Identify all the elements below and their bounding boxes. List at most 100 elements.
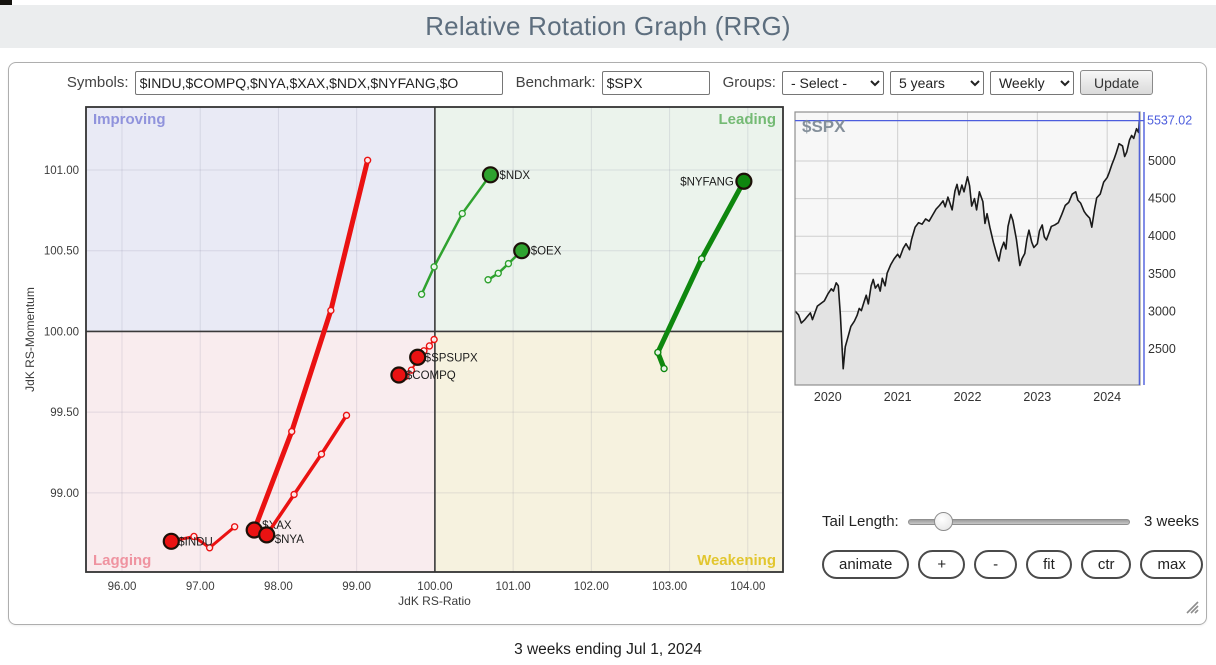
slider-handle[interactable] <box>934 512 953 531</box>
rrg-tail-node-$INDU <box>190 532 198 541</box>
rrg-tail-node-$NDX <box>417 290 426 298</box>
rrg-tail-node-$NYA <box>317 450 326 458</box>
quadrant-bg-improving <box>86 107 435 332</box>
benchmark-input[interactable] <box>601 70 710 95</box>
x-axis-tick-label: 103.00 <box>652 581 687 593</box>
resize-handle-icon[interactable] <box>1183 598 1199 614</box>
rrg-tail-node-$INDU <box>230 523 239 531</box>
spx-x-tick-label: 2024 <box>1093 390 1121 404</box>
rrg-tail-node-$COMPQ <box>407 366 416 374</box>
spx-y-tick-label: 4000 <box>1148 229 1176 243</box>
x-axis-tick-label: 102.00 <box>574 581 609 593</box>
spx-y-tick-label: 5000 <box>1148 154 1176 168</box>
y-axis-tick-label: 101.00 <box>44 165 79 177</box>
y-axis-tick-label: 99.50 <box>50 407 79 419</box>
quadrant-label-lagging: Lagging <box>93 552 151 569</box>
rrg-tail-node-$SPSUPX <box>430 335 438 344</box>
rrg-head-$COMPQ[interactable] <box>390 366 408 384</box>
rrg-tail-node-$XAX <box>363 156 372 164</box>
rrg-symbol-label-$INDU: $INDU <box>178 536 213 548</box>
y-axis-tick-label: 99.00 <box>50 488 79 500</box>
y-axis-tick-label: 100.00 <box>44 326 79 338</box>
spx-y-tick-label: 2500 <box>1148 342 1176 356</box>
max-button[interactable]: max <box>1140 550 1203 579</box>
rrg-tail-node-$XAX <box>327 306 335 315</box>
x-axis-tick-label: 97.00 <box>186 581 215 593</box>
rrg-head-$SPSUPX[interactable] <box>409 348 427 366</box>
x-axis-tick-label: 104.00 <box>730 581 765 593</box>
spx-x-tick-label: 2023 <box>1023 390 1051 404</box>
symbols-input[interactable] <box>134 70 503 95</box>
rrg-tail-node-$NYA <box>342 411 351 420</box>
rrg-tail-node-$NDX <box>430 263 438 271</box>
rrg-head-$INDU[interactable] <box>162 532 180 550</box>
y-axis-tick-label: 100.50 <box>44 246 79 258</box>
rrg-symbol-label-$NYFANG: $NYFANG <box>680 176 734 188</box>
zoom-out-button[interactable]: - <box>974 550 1018 579</box>
quadrant-label-weakening: Weakening <box>697 552 776 569</box>
rrg-head-$NYA[interactable] <box>258 526 276 544</box>
rrg-tail-node-$NYFANG <box>697 255 706 263</box>
rrg-button-row: animate + - fit ctr max <box>822 550 1203 579</box>
rrg-tail-$NDX <box>420 173 492 296</box>
groups-select[interactable]: - Select - <box>781 70 884 95</box>
spx-x-tick-label: 2022 <box>954 390 982 404</box>
rrg-head-$NYFANG[interactable] <box>735 172 753 190</box>
rrg-symbol-label-$COMPQ: $COMPQ <box>406 370 456 382</box>
x-axis-title: JdK RS-Ratio <box>398 594 471 608</box>
rrg-tail-node-$NYA <box>290 490 298 499</box>
spx-price-line <box>794 120 1141 370</box>
window-corner-mark <box>0 0 12 6</box>
quadrant-label-improving: Improving <box>93 111 166 128</box>
rrg-symbol-label-$NDX: $NDX <box>499 170 530 182</box>
period-select[interactable]: 5 years <box>889 70 984 95</box>
rrg-head-$OEX[interactable] <box>513 242 531 260</box>
rrg-tail-node-$SPSUPX <box>425 342 434 350</box>
spx-symbol-label: $SPX <box>802 117 846 136</box>
benchmark-label: Benchmark: <box>515 74 596 91</box>
rrg-tail-$XAX <box>251 157 371 533</box>
tail-length-row: Tail Length: 3 weeks <box>822 509 1199 535</box>
rrg-symbol-label-$OEX: $OEX <box>531 246 562 258</box>
spx-x-tick-label: 2020 <box>814 390 842 404</box>
rrg-head-$NDX[interactable] <box>481 166 500 184</box>
spx-y-tick-label: 3000 <box>1148 304 1176 318</box>
frequency-select[interactable]: Weekly <box>989 70 1074 95</box>
rrg-plot-border <box>85 106 784 573</box>
rrg-symbol-label-$SPSUPX: $SPSUPX <box>425 352 478 364</box>
quadrant-label-leading: Leading <box>718 111 776 128</box>
rrg-tail-$INDU <box>169 525 237 550</box>
x-axis-tick-label: 96.00 <box>108 581 137 593</box>
page-title: Relative Rotation Graph (RRG) <box>425 11 791 41</box>
rrg-tail-node-$OEX <box>494 269 502 278</box>
rrg-chart: Improving Leading Lagging Weakening 96.00 97.… <box>23 106 784 608</box>
x-axis-tick-label: 99.00 <box>342 581 371 593</box>
animate-button[interactable]: animate <box>822 550 910 579</box>
rrg-tail-$OEX <box>486 249 523 282</box>
tail-length-value: 3 weeks <box>1144 513 1200 530</box>
spx-area-fill <box>795 120 1140 385</box>
tail-length-slider[interactable] <box>908 509 1130 535</box>
rrg-tail-node-$OEX <box>484 276 492 284</box>
chart-caption: 3 weeks ending Jul 1, 2024 <box>514 641 702 658</box>
rrg-tail-node-$NYFANG <box>660 364 668 373</box>
groups-label: Groups: <box>722 74 776 91</box>
toolbar: Symbols: Benchmark: Groups: - Select - 5… <box>8 70 1205 95</box>
rrg-tail-$NYFANG <box>655 178 747 372</box>
spx-benchmark-chart: $SPX 5537.02 2500 3000 3500 4000 4500 5000 2020 2… <box>794 111 1192 404</box>
update-button[interactable]: Update <box>1079 70 1154 95</box>
slider-track[interactable] <box>908 519 1130 525</box>
ctr-button[interactable]: ctr <box>1080 550 1132 579</box>
y-axis-title: JdK RS-Momentum <box>23 287 37 392</box>
zoom-in-button[interactable]: + <box>918 550 966 579</box>
rrg-tail-node-$XAX <box>288 427 296 436</box>
symbols-label: Symbols: <box>66 74 129 91</box>
spx-y-tick-label: 4500 <box>1148 192 1176 206</box>
rrg-symbol-label-$NYA: $NYA <box>275 534 305 546</box>
rrg-tail-node-$NYFANG <box>654 348 662 357</box>
rrg-tail-node-$NDX <box>458 209 466 218</box>
spx-plot-border <box>794 111 1141 386</box>
fit-button[interactable]: fit <box>1026 550 1072 579</box>
spx-x-tick-label: 2021 <box>884 390 912 404</box>
tail-length-label: Tail Length: <box>822 513 899 530</box>
